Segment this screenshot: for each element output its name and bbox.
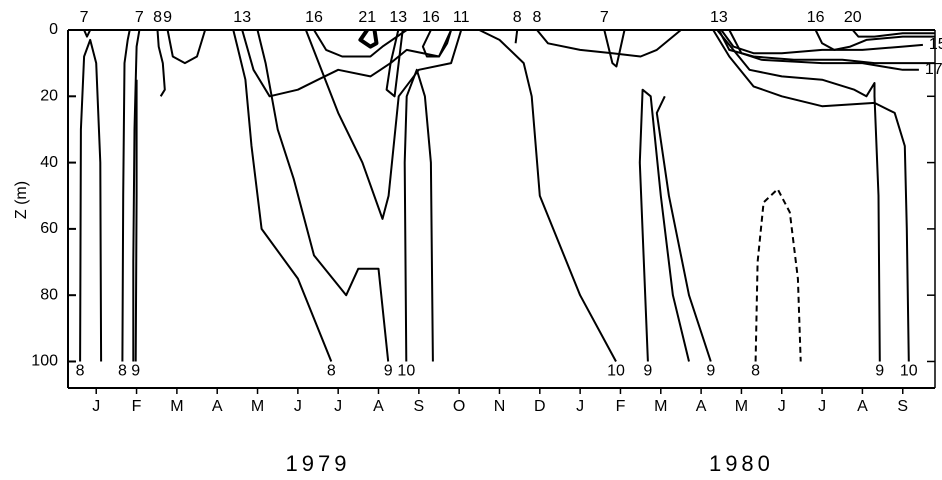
y-tick-label: 0 bbox=[49, 21, 58, 38]
contour-label: 9 bbox=[131, 363, 140, 380]
contour-label: 7 bbox=[80, 9, 89, 26]
contour-label: 16 bbox=[807, 9, 825, 26]
x-tick-label: J bbox=[778, 398, 786, 415]
x-tick-label: O bbox=[453, 398, 465, 415]
contour-label: 13 bbox=[233, 9, 251, 26]
contour-label: 8 bbox=[751, 363, 760, 380]
x-tick-label: N bbox=[494, 398, 506, 415]
contour-label: 8 bbox=[76, 363, 85, 380]
contour-line bbox=[313, 29, 408, 58]
x-tick-label: D bbox=[534, 398, 546, 415]
contour-line bbox=[638, 88, 690, 362]
x-tick-label: J bbox=[294, 398, 302, 415]
contour-line bbox=[851, 29, 935, 38]
y-tick-label: 40 bbox=[40, 154, 58, 171]
contour-line bbox=[79, 38, 103, 362]
contour-line bbox=[304, 29, 463, 220]
contour-label: 17 bbox=[925, 61, 942, 78]
contour-line bbox=[121, 29, 131, 362]
x-tick-label: A bbox=[373, 398, 384, 415]
contour-label: 7 bbox=[135, 9, 144, 26]
contour-label: 10 bbox=[397, 363, 415, 380]
contour-line bbox=[716, 29, 881, 362]
contour-label: 11 bbox=[453, 9, 470, 26]
x-tick-label: J bbox=[818, 398, 826, 415]
contour-label: 8 bbox=[153, 9, 162, 26]
contour-label: 16 bbox=[305, 9, 323, 26]
contour-line bbox=[712, 29, 910, 362]
contour-label: 7 bbox=[600, 9, 609, 26]
contour-line bbox=[728, 29, 919, 71]
contour-line bbox=[241, 29, 453, 98]
year-label: 1979 bbox=[286, 451, 351, 476]
contour-line bbox=[421, 29, 453, 58]
contour-line bbox=[536, 29, 682, 58]
contour-label: 16 bbox=[422, 9, 440, 26]
contour-line bbox=[603, 29, 626, 68]
x-tick-label: S bbox=[413, 398, 424, 415]
x-tick-label: M bbox=[170, 398, 183, 415]
contour-line bbox=[478, 29, 617, 362]
contour-line bbox=[83, 29, 92, 38]
y-tick-label: 80 bbox=[40, 286, 58, 303]
contour-label: 15 bbox=[929, 36, 942, 53]
contour-line bbox=[385, 29, 404, 98]
contour-line bbox=[358, 28, 379, 49]
x-tick-label: M bbox=[251, 398, 264, 415]
contour-line bbox=[814, 29, 935, 51]
contour-label: 9 bbox=[706, 363, 715, 380]
x-tick-label: F bbox=[616, 398, 626, 415]
contour-line bbox=[403, 68, 434, 362]
x-tick-label: A bbox=[696, 398, 707, 415]
contour-label: 9 bbox=[643, 363, 652, 380]
contour-label: 8 bbox=[327, 363, 336, 380]
x-tick-label: F bbox=[132, 398, 142, 415]
contour-line bbox=[514, 29, 519, 44]
contour-label: 9 bbox=[163, 9, 172, 26]
contour-label: 8 bbox=[513, 9, 522, 26]
contour-line bbox=[720, 29, 923, 55]
contour-label: 21 bbox=[358, 9, 376, 26]
contour-label: 13 bbox=[710, 9, 728, 26]
contour-line bbox=[132, 29, 141, 362]
y-tick-label: 100 bbox=[31, 353, 58, 370]
contour-line bbox=[232, 29, 333, 362]
contour-label: 8 bbox=[533, 9, 542, 26]
contour-label: 20 bbox=[844, 9, 862, 26]
x-tick-label: A bbox=[857, 398, 868, 415]
x-tick-label: A bbox=[212, 398, 223, 415]
contour-label: 9 bbox=[875, 363, 884, 380]
x-tick-label: J bbox=[92, 398, 100, 415]
contour-label: 9 bbox=[384, 363, 393, 380]
y-tick-label: 20 bbox=[40, 88, 58, 105]
contour-line bbox=[134, 79, 138, 362]
y-axis-label: Z (m) bbox=[13, 181, 30, 219]
contour-line bbox=[156, 29, 166, 97]
contour-line bbox=[166, 29, 207, 65]
contour-line bbox=[256, 29, 390, 362]
contour-label: 10 bbox=[607, 363, 625, 380]
x-tick-label: M bbox=[654, 398, 667, 415]
contour-line bbox=[754, 188, 802, 362]
contour-label: 8 bbox=[118, 363, 127, 380]
x-tick-label: J bbox=[576, 398, 584, 415]
x-tick-label: S bbox=[897, 398, 908, 415]
x-tick-label: M bbox=[735, 398, 748, 415]
contour-line bbox=[655, 95, 712, 362]
x-tick-label: J bbox=[334, 398, 342, 415]
year-label: 1980 bbox=[709, 451, 774, 476]
y-tick-label: 60 bbox=[40, 220, 58, 237]
contour-label: 13 bbox=[389, 9, 407, 26]
contour-label: 10 bbox=[900, 363, 918, 380]
